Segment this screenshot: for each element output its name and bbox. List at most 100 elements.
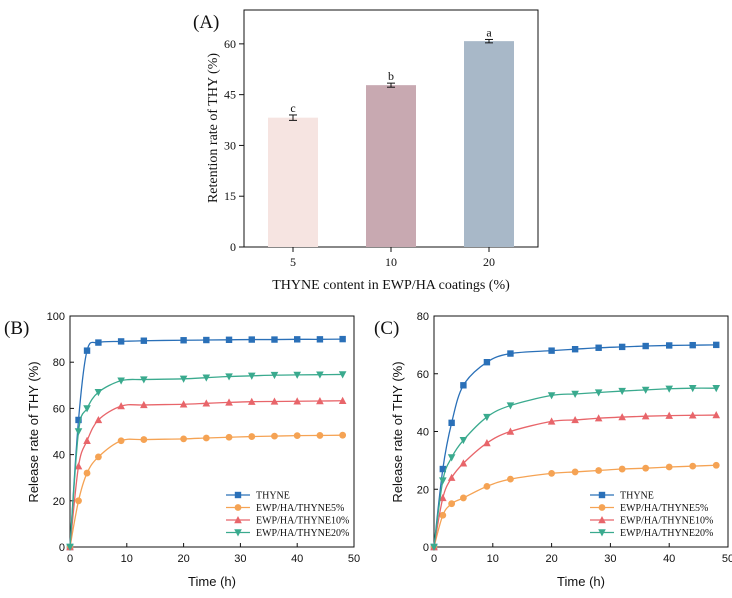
triangle-up-marker <box>225 398 233 406</box>
triangle-up-marker <box>234 516 242 524</box>
circle-marker <box>548 469 555 477</box>
triangle-down-marker <box>179 375 188 383</box>
square-marker <box>339 335 346 343</box>
x-tick-label: 20 <box>177 553 189 565</box>
square-marker <box>689 341 696 349</box>
triangle-down-marker <box>234 529 242 537</box>
triangle-up-marker <box>179 400 188 408</box>
triangle-down-marker <box>547 392 556 400</box>
circle-marker <box>316 432 324 439</box>
y-tick-label: 40 <box>417 427 429 439</box>
x-tick-label: 30 <box>234 553 246 565</box>
triangle-up-marker <box>447 473 456 481</box>
circle-marker <box>571 468 579 476</box>
x-tick-label: 50 <box>722 553 732 565</box>
x-tick-label: 50 <box>348 553 360 565</box>
triangle-up-marker <box>459 459 468 467</box>
triangle-up-marker <box>439 493 447 502</box>
y-tick-label: 20 <box>53 496 65 508</box>
y-tick-label: 20 <box>417 484 429 496</box>
triangle-up-marker <box>338 396 347 404</box>
x-tick-label: 40 <box>663 553 675 565</box>
square-marker <box>225 336 233 343</box>
y-tick-label: 60 <box>417 369 429 381</box>
circle-marker <box>225 433 233 441</box>
triangle-up-marker <box>247 397 256 405</box>
circle-marker <box>293 432 301 440</box>
y-tick-label: 80 <box>53 357 65 369</box>
triangle-down-marker <box>439 477 447 485</box>
triangle-up-marker <box>316 397 324 405</box>
square-marker <box>271 336 278 343</box>
panel-a-x-axis-title: THYNE content in EWP/HA coatings (%) <box>272 278 510 293</box>
triangle-up-marker <box>712 411 721 419</box>
x-tick-label: 0 <box>431 553 437 565</box>
legend-label: EWP/HA/THYNE10% <box>256 516 349 527</box>
legend-label: THYNE <box>620 491 654 502</box>
triangle-down-marker <box>247 372 256 380</box>
square-marker <box>248 336 255 343</box>
triangle-down-marker <box>66 543 74 551</box>
series-line <box>69 338 343 548</box>
panel-c-label: (C) <box>374 318 399 339</box>
circle-marker <box>271 432 278 440</box>
x-tick-label: 0 <box>67 553 73 565</box>
triangle-down-marker <box>506 402 515 410</box>
triangle-up-marker <box>641 412 650 420</box>
x-tick-label: 20 <box>545 553 557 565</box>
triangle-up-marker <box>483 439 491 447</box>
triangle-down-marker <box>202 374 211 382</box>
square-marker <box>316 336 324 343</box>
triangle-down-marker <box>338 371 347 379</box>
triangle-down-marker <box>641 386 650 394</box>
circle-marker <box>689 462 697 470</box>
panel-c-y-axis-title: Release rate of THY (%) <box>390 361 405 502</box>
y-tick-label: 60 <box>53 403 65 415</box>
circle-marker <box>83 469 91 477</box>
triangle-down-marker <box>316 371 324 379</box>
legend-label: EWP/HA/THYNE5% <box>256 503 344 514</box>
square-marker <box>180 337 187 344</box>
square-marker <box>95 339 102 346</box>
triangle-down-marker <box>594 389 603 397</box>
triangle-up-marker <box>83 436 91 444</box>
triangle-down-marker <box>688 384 697 393</box>
square-marker <box>234 491 242 499</box>
square-marker <box>595 344 602 351</box>
square-marker <box>294 336 301 343</box>
x-tick-label: 40 <box>291 553 303 565</box>
panel-a-bars: c 5 b 10 a 20 <box>268 25 514 269</box>
circle-marker <box>665 463 673 471</box>
triangle-up-marker <box>547 417 556 425</box>
triangle-down-marker <box>665 385 673 393</box>
triangle-down-marker <box>447 454 456 462</box>
circle-marker <box>598 504 606 511</box>
triangle-up-marker <box>293 397 301 405</box>
circle-marker <box>618 465 626 473</box>
x-tick-label: 30 <box>604 553 616 565</box>
square-marker <box>203 336 210 344</box>
triangle-down-marker <box>293 371 301 379</box>
triangle-down-marker <box>94 389 103 397</box>
legend-label: EWP/HA/THYNE20% <box>256 528 349 539</box>
triangle-down-marker <box>225 373 233 381</box>
circle-marker <box>460 494 467 502</box>
bar <box>268 117 318 247</box>
legend-label: EWP/HA/THYNE20% <box>620 528 713 539</box>
circle-marker <box>642 464 650 472</box>
panel-b-label: (B) <box>4 318 29 339</box>
triangle-up-marker <box>594 414 603 422</box>
x-tick-label: 10 <box>487 553 499 565</box>
square-marker <box>448 419 455 427</box>
square-marker <box>618 343 626 351</box>
triangle-down-marker <box>712 384 721 393</box>
triangle-up-marker <box>94 415 103 424</box>
circle-marker <box>248 433 256 440</box>
triangle-up-marker <box>598 516 606 524</box>
circle-marker <box>595 467 603 474</box>
bar <box>464 41 514 247</box>
circle-marker <box>507 475 514 483</box>
